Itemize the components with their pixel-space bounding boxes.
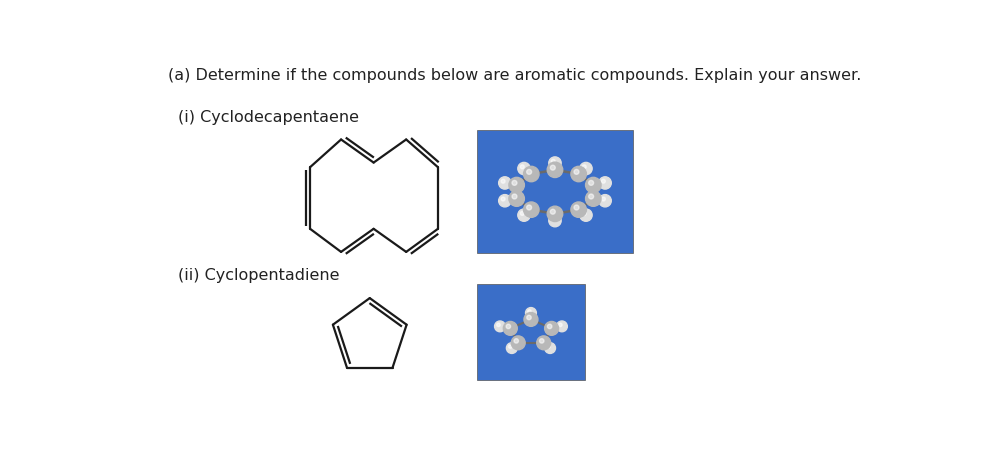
Circle shape <box>514 339 519 343</box>
Circle shape <box>524 202 539 218</box>
Circle shape <box>509 192 525 207</box>
Circle shape <box>586 192 601 207</box>
Circle shape <box>580 163 592 175</box>
Circle shape <box>551 210 556 215</box>
Circle shape <box>589 181 594 186</box>
Circle shape <box>527 316 532 320</box>
Circle shape <box>545 322 559 336</box>
Circle shape <box>512 336 526 350</box>
Circle shape <box>549 157 561 170</box>
Circle shape <box>571 167 586 182</box>
Circle shape <box>496 323 500 327</box>
Circle shape <box>494 321 506 332</box>
Circle shape <box>528 310 532 313</box>
Circle shape <box>507 324 511 329</box>
Circle shape <box>582 166 586 170</box>
Circle shape <box>548 163 563 178</box>
Circle shape <box>540 339 544 343</box>
Circle shape <box>527 170 532 175</box>
Circle shape <box>601 180 605 184</box>
Circle shape <box>551 166 556 171</box>
Circle shape <box>507 343 518 354</box>
Circle shape <box>586 178 601 193</box>
Circle shape <box>548 324 552 329</box>
Circle shape <box>498 177 512 190</box>
Text: (i) Cyclodecapentaene: (i) Cyclodecapentaene <box>178 110 360 124</box>
Circle shape <box>589 194 594 199</box>
Circle shape <box>549 215 561 227</box>
Circle shape <box>574 206 579 211</box>
Bar <box>476 285 585 381</box>
Circle shape <box>518 210 531 222</box>
Circle shape <box>545 343 556 354</box>
Circle shape <box>521 212 525 216</box>
Text: (a) Determine if the compounds below are aromatic compounds. Explain your answer: (a) Determine if the compounds below are… <box>168 68 861 83</box>
Circle shape <box>524 167 539 182</box>
Circle shape <box>547 345 551 349</box>
Circle shape <box>512 181 517 186</box>
Bar <box>476 131 633 254</box>
Circle shape <box>504 322 518 336</box>
Circle shape <box>537 336 551 350</box>
Circle shape <box>501 198 506 202</box>
Circle shape <box>571 202 586 218</box>
Circle shape <box>557 321 568 332</box>
Circle shape <box>524 313 538 327</box>
Circle shape <box>582 212 586 216</box>
Circle shape <box>574 170 579 175</box>
Circle shape <box>526 308 537 319</box>
Circle shape <box>559 323 562 327</box>
Circle shape <box>552 160 555 164</box>
Circle shape <box>501 180 506 184</box>
Circle shape <box>601 198 605 202</box>
Circle shape <box>552 217 555 221</box>
Circle shape <box>509 345 512 349</box>
Circle shape <box>599 195 611 207</box>
Circle shape <box>580 210 592 222</box>
Circle shape <box>512 194 517 199</box>
Text: (ii) Cyclopentadiene: (ii) Cyclopentadiene <box>178 268 340 283</box>
Circle shape <box>527 206 532 211</box>
Circle shape <box>521 166 525 170</box>
Circle shape <box>548 207 563 222</box>
Circle shape <box>518 163 531 175</box>
Circle shape <box>509 178 525 193</box>
Circle shape <box>599 177 611 190</box>
Circle shape <box>498 195 512 207</box>
